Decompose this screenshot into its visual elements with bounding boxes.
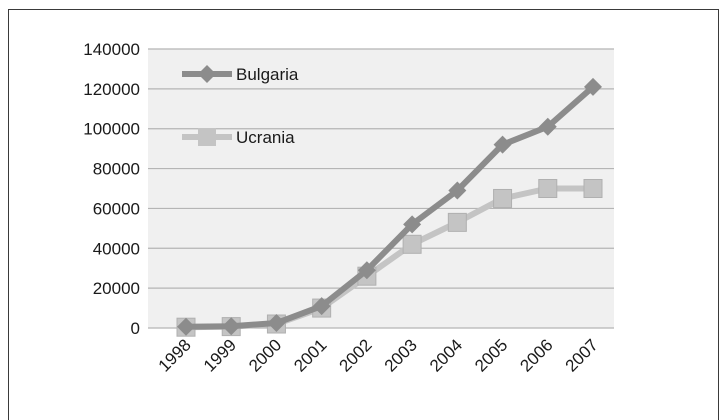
x-tick-label: 2003: [381, 335, 421, 375]
legend-label: Ucrania: [236, 128, 295, 147]
y-tick-label: 20000: [93, 279, 140, 298]
data-point-diamond: [448, 181, 467, 200]
data-point-diamond: [584, 77, 602, 96]
data-point-diamond: [177, 317, 195, 336]
data-point-square: [402, 234, 422, 254]
y-tick-label: 140000: [83, 40, 140, 59]
series-group: [176, 77, 603, 337]
data-point-square: [493, 188, 513, 208]
y-tick-label: 0: [131, 319, 140, 338]
x-tick-label: 2005: [471, 335, 511, 375]
data-point-diamond: [222, 317, 241, 336]
x-tick-label: 2006: [516, 335, 556, 375]
x-tick-label: 2000: [245, 335, 285, 375]
data-point-diamond: [403, 215, 422, 234]
data-point-square: [447, 212, 467, 232]
y-tick-label: 40000: [93, 239, 140, 258]
legend-label: Bulgaria: [236, 65, 299, 84]
data-point-square: [538, 179, 558, 198]
x-tick-label: 1998: [155, 335, 195, 375]
legend-marker-diamond: [198, 65, 216, 83]
x-tick-label: 1999: [200, 335, 240, 375]
y-tick-label: 60000: [93, 199, 140, 218]
data-point-square: [583, 179, 603, 198]
legend: Bulgaria Ucrania: [182, 65, 299, 147]
x-tick-label: 2004: [426, 335, 466, 375]
x-tick-label: 2001: [290, 335, 330, 375]
x-axis-tick-labels: 1998 1999 2000 2001 2002 2003 2004 2005 2006 2007: [155, 335, 602, 375]
y-tick-label: 100000: [83, 120, 140, 139]
legend-marker-square: [198, 128, 216, 146]
x-tick-label: 2002: [336, 335, 376, 375]
y-axis-tick-labels: 0 20000 40000 60000 80000 100000 120000 140000: [83, 40, 140, 338]
y-tick-label: 80000: [93, 160, 140, 179]
legend-item-bulgaria: Bulgaria: [182, 65, 299, 84]
y-tick-label: 120000: [83, 80, 140, 99]
data-point-diamond: [538, 117, 557, 136]
data-point-diamond: [267, 314, 286, 333]
series-line: [185, 84, 595, 330]
series-bulgaria: [177, 77, 602, 336]
data-point-diamond: [493, 135, 512, 154]
data-point-diamond: [357, 261, 376, 280]
data-point-diamond: [312, 297, 331, 316]
legend-item-ucrania: Ucrania: [182, 128, 295, 147]
x-tick-label: 2007: [562, 335, 602, 375]
